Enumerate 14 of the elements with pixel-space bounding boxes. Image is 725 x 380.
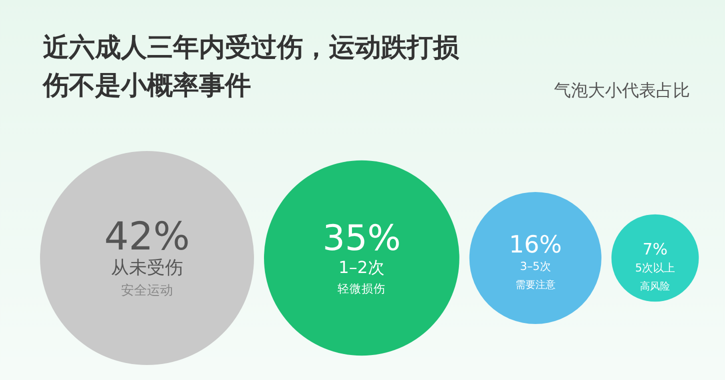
data-label: 35% [322, 218, 401, 260]
data-label: 16% [508, 230, 562, 259]
text: 气泡大小代表占比 [554, 81, 690, 101]
text: 安全运动 [121, 283, 173, 298]
data-label: 42% [104, 214, 190, 260]
text: 轻微损伤 [338, 282, 386, 296]
category-label: 1–2次 [338, 258, 385, 277]
category-label: 从未受伤 [111, 258, 183, 279]
title: 近六成人三年内受过伤，运动跌打损伤不是小概率事件 [43, 33, 459, 101]
category-label: 5次以上 [635, 262, 676, 275]
text: 高风险 [640, 282, 670, 293]
text: 需要注意 [515, 280, 556, 291]
data-label: 7% [642, 240, 668, 259]
category-label: 3–5次 [520, 260, 551, 273]
